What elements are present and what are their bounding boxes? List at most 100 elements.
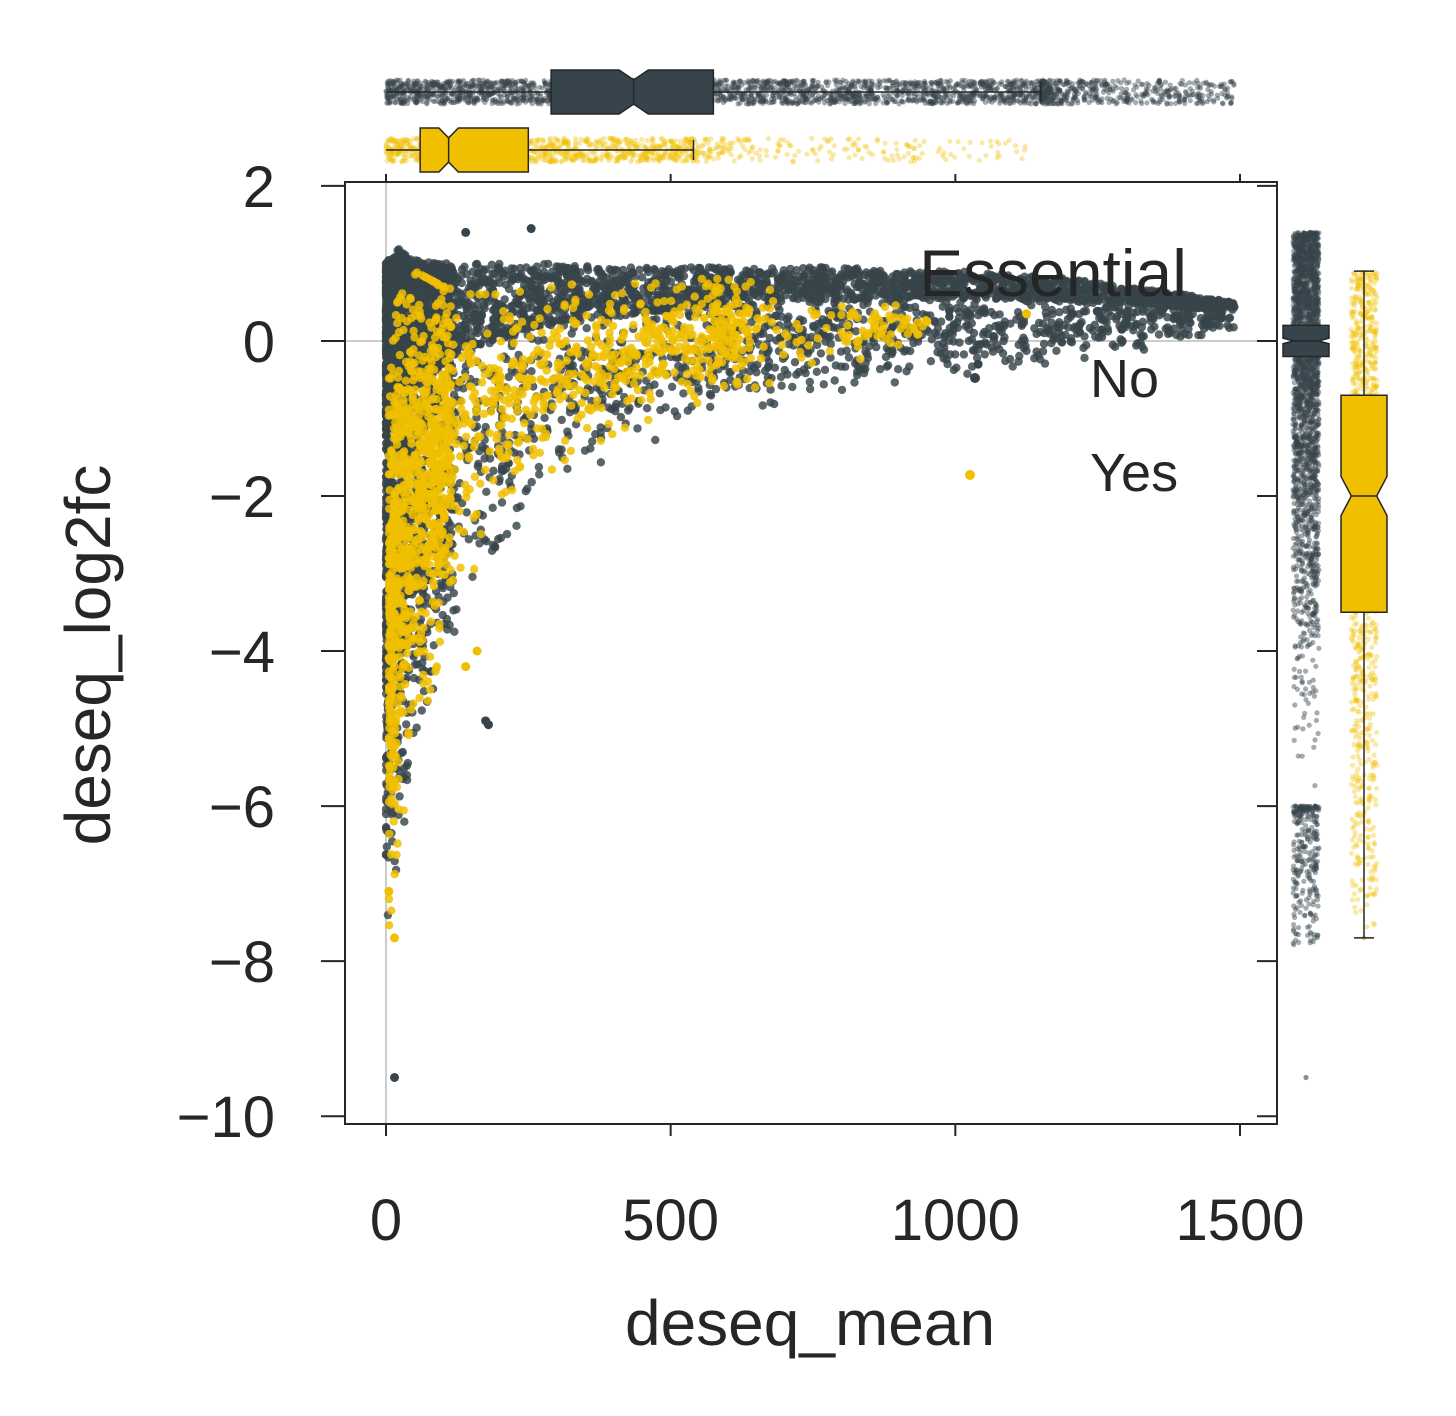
scatter-point [463,302,472,312]
scatter-point [1204,312,1213,321]
scatter-point [622,278,631,287]
scatter-point [816,275,826,284]
scatter-point [627,291,636,300]
scatter-point [539,335,548,344]
scatter-point [557,279,566,288]
scatter-point [474,278,484,287]
scatter-point [894,365,903,374]
scatter-point [440,270,450,279]
scatter-point [488,503,497,512]
scatter-point [419,261,428,270]
scatter-point [1118,337,1127,346]
scatter-point [460,262,469,271]
scatter-point [905,362,914,371]
scatter-point [387,810,397,819]
scatter-point [1100,316,1109,325]
scatter-point [705,389,715,399]
scatter-point [770,363,780,372]
scatter-point [949,365,959,375]
scatter-point [826,277,836,286]
scatter-point [1184,330,1193,340]
scatter-point [1039,339,1049,349]
scatter-point [400,817,409,826]
scatter-point [1200,303,1209,312]
scatter-point [813,319,823,329]
scatter-point [758,401,767,410]
scatter-point [462,269,471,279]
scatter-point [563,427,572,436]
scatter-point [861,347,870,356]
main-scatter-panel: 0 500 1000 1500 20−2−4−6−8−10 [177,155,1305,1253]
scatter-point [449,606,458,615]
scatter-point [1103,324,1112,333]
scatter-point [961,322,970,331]
scatter-point [959,350,969,359]
scatter-point [1019,333,1028,342]
scatter-point [553,307,562,316]
scatter-point [998,349,1008,358]
scatter-point [504,284,514,294]
scatter-point [382,327,391,336]
scatter-point [453,493,462,502]
scatter-point [580,446,590,455]
scatter-point [1059,320,1069,330]
scatter-point [851,327,861,336]
scatter-point [949,320,958,329]
scatter-point [875,364,885,374]
scatter-point [1131,320,1140,330]
scatter-point [824,289,834,298]
scatter-point [862,268,871,277]
scatter-point [395,792,404,801]
scatter-point [816,349,826,358]
scatter-point [872,342,881,352]
scatter-point [388,343,397,353]
scatter-point [509,275,518,284]
scatter-point [706,402,715,412]
scatter-point [945,350,955,359]
scatter-point [937,317,946,326]
scatter-point [1047,318,1056,327]
scatter-point [530,293,539,302]
scatter-point [878,288,887,298]
scatter-point [473,462,483,471]
scatter-point [535,470,544,479]
scatter-point [667,382,677,391]
scatter-point [1080,332,1089,341]
scatter-point [402,720,411,729]
scatter-point [443,625,452,634]
scatter-point [502,529,512,539]
scatter-point [927,335,936,344]
scatter-point [414,282,424,291]
scatter-point [1146,317,1156,326]
scatter-point [526,420,535,429]
scatter-point [795,282,804,291]
scatter-point [888,322,897,331]
scatter-point [487,260,496,269]
scatter-point [482,487,491,496]
scatter-point [527,367,536,376]
scatter-point [784,340,794,349]
scatter-point [990,311,999,320]
scatter-point [1077,318,1086,327]
scatter-point [651,435,660,445]
scatter-point [840,264,849,273]
scatter-point [539,267,549,277]
scatter-point [417,706,426,715]
scatter-point [819,380,828,389]
scatter-point [382,290,391,299]
scatter-point [945,312,954,321]
scatter-point [490,305,499,314]
scatter-point [992,341,1002,350]
scatter-point [856,365,865,374]
scatter-point [512,521,521,530]
scatter-point [983,329,992,339]
scatter-point [1040,359,1050,368]
scatter-point [517,273,526,282]
scatter-point [596,458,606,467]
scatter-point [554,445,564,454]
scatter-point [871,282,880,292]
scatter-point [830,376,839,385]
scatter-point [402,761,411,771]
scatter-point [882,362,891,371]
scatter-point [495,278,504,288]
